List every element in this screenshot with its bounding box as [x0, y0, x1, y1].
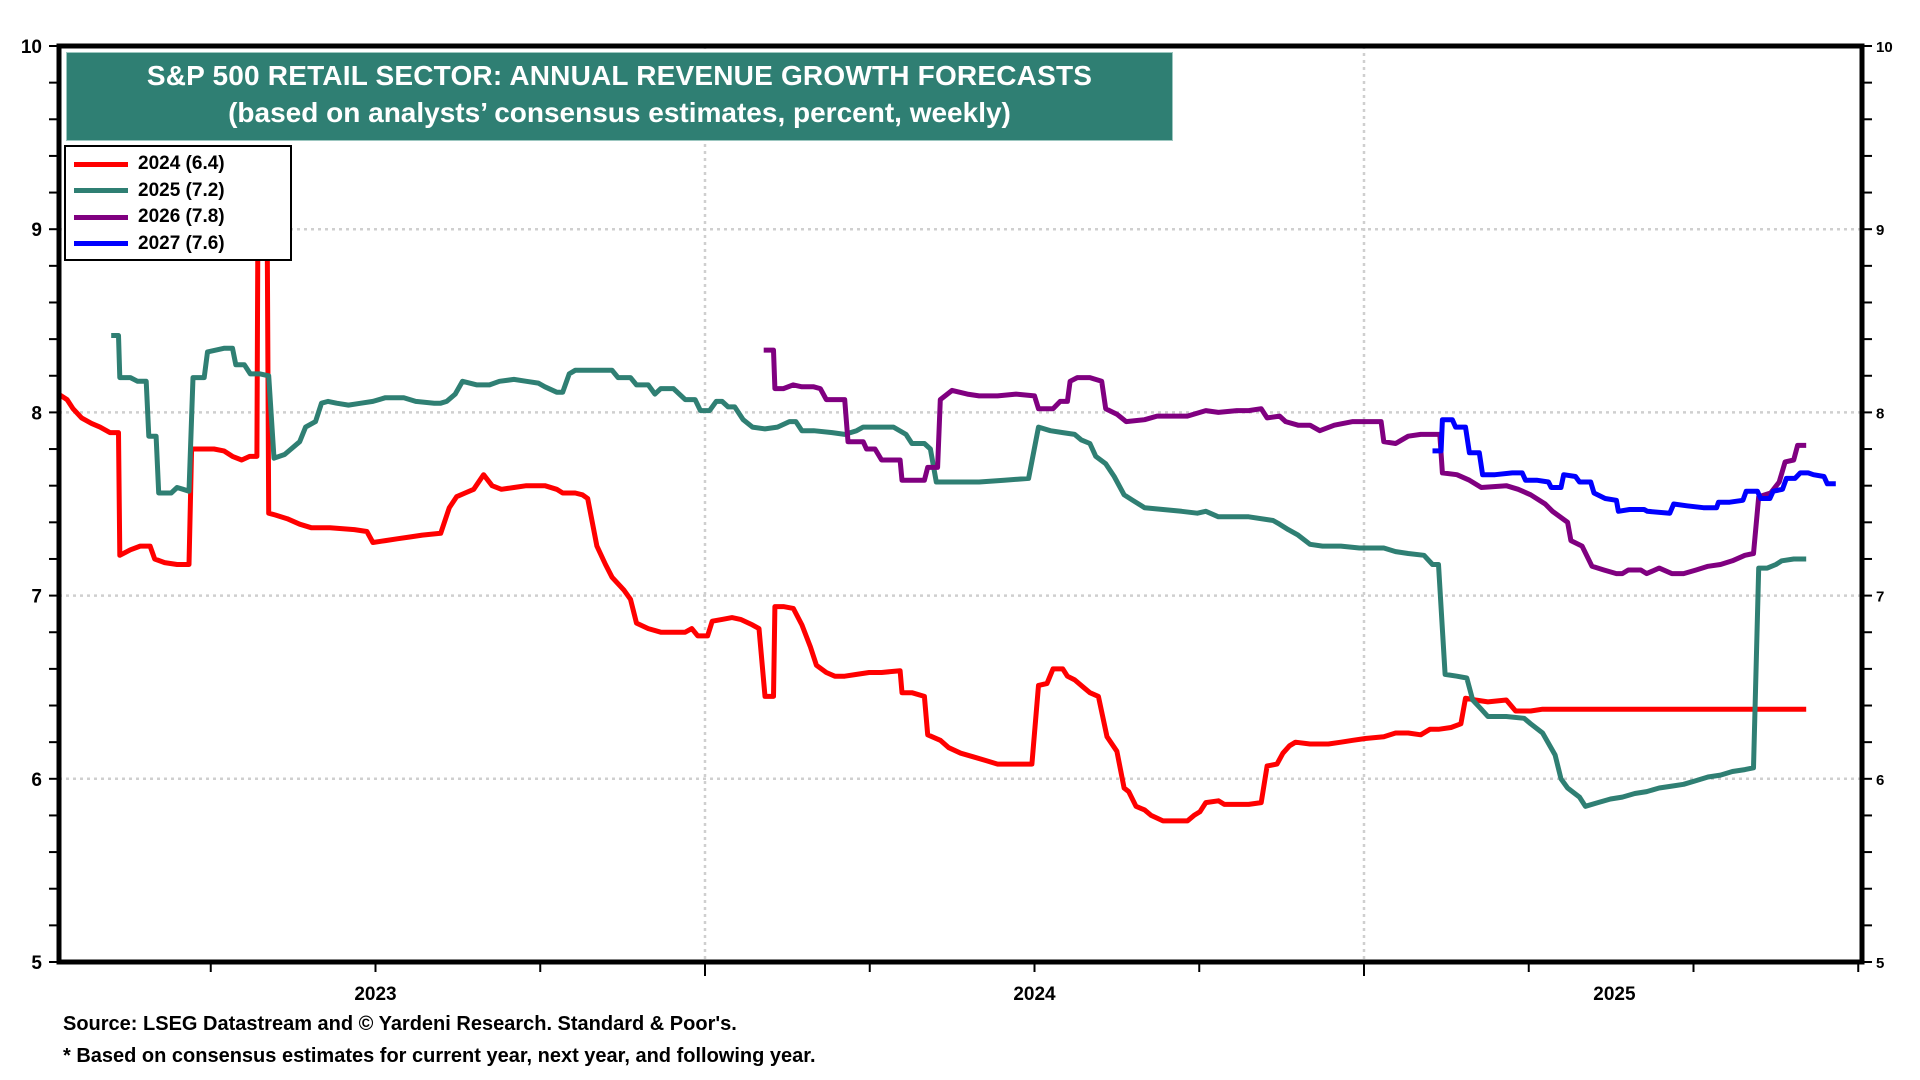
legend-label-2024: 2024 (6.4): [138, 153, 225, 175]
y-tick-label-right: 5: [1876, 955, 1884, 972]
y-tick-label-left: 6: [31, 770, 42, 791]
y-tick-label-left: 7: [31, 587, 42, 608]
plot-frame: [56, 43, 1865, 965]
x-tick-label: 2023: [354, 984, 396, 1005]
series-lines: [59, 153, 1836, 824]
footnote: * Based on consensus estimates for curre…: [63, 1045, 816, 1067]
legend-swatch-2026: [74, 214, 128, 220]
series-line-2026: [763, 347, 1807, 577]
series-line-2025: [111, 333, 1807, 809]
y-tick-label-right: 6: [1876, 772, 1884, 789]
legend-item-2025: 2025 (7.2): [74, 178, 290, 205]
axes: 5 5 6 6 7 7 8 8 9 9 10 10 2023 2024 2025: [21, 37, 1893, 1005]
series-line-2024: [59, 153, 1807, 824]
legend-label-2026: 2026 (7.8): [138, 206, 225, 228]
y-tick-label-right: 8: [1876, 405, 1884, 422]
legend-label-2025: 2025 (7.2): [138, 179, 225, 201]
y-tick-label-right: 7: [1876, 589, 1884, 606]
source-note: Source: LSEG Datastream and © Yardeni Re…: [63, 1013, 737, 1035]
legend-item-2026: 2026 (7.8): [74, 204, 290, 231]
legend-swatch-2024: [74, 161, 128, 167]
legend-swatch-2027: [74, 241, 128, 247]
y-tick-label-left: 9: [31, 220, 42, 241]
y-tick-label-left: 5: [31, 953, 42, 974]
y-tick-label-left: 8: [31, 403, 42, 424]
gridlines: [59, 46, 1862, 962]
chart-subtitle: (based on analysts’ consensus estimates,…: [228, 97, 1011, 128]
y-tick-label-right: 9: [1876, 222, 1884, 239]
legend-swatch-2025: [74, 188, 128, 194]
y-tick-label-right: 10: [1876, 39, 1893, 56]
chart-title: S&P 500 RETAIL SECTOR: ANNUAL REVENUE GR…: [146, 60, 1093, 91]
legend-label-2027: 2027 (7.6): [138, 232, 225, 254]
series-line-2027: [1432, 417, 1836, 516]
chart-title-box: S&P 500 RETAIL SECTOR: ANNUAL REVENUE GR…: [66, 52, 1173, 141]
legend-item-2024: 2024 (6.4): [74, 151, 290, 178]
legend-item-2027: 2027 (7.6): [74, 231, 290, 258]
x-tick-label: 2024: [1013, 984, 1056, 1005]
legend: 2024 (6.4) 2025 (7.2) 2026 (7.8) 2027 (7…: [64, 145, 292, 261]
x-tick-label: 2025: [1593, 984, 1636, 1005]
y-tick-label-left: 10: [21, 37, 42, 58]
